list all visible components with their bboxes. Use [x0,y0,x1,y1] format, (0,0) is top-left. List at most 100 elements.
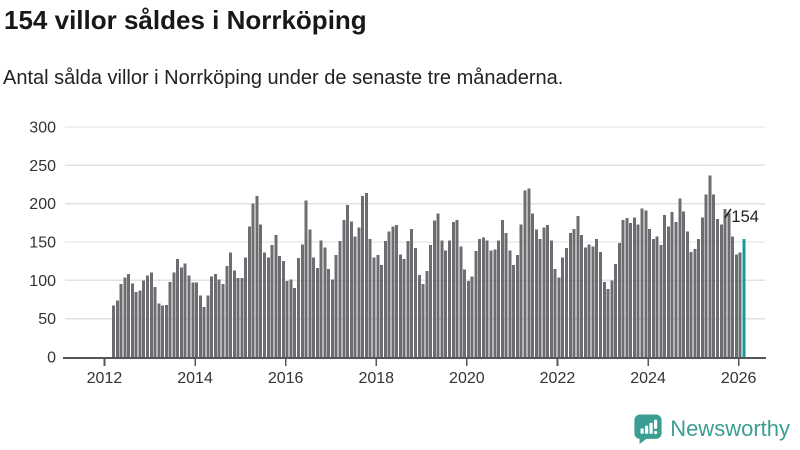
bar [157,303,161,357]
bar [127,274,131,357]
bar [134,291,138,357]
bar [723,209,727,357]
bar [670,212,674,357]
bar [629,222,633,357]
bar [700,217,704,357]
annotation-leader-line [724,208,732,219]
bar [232,270,236,357]
bar [598,251,602,357]
bar [685,231,689,357]
bar [402,258,406,357]
bar [236,278,240,357]
bar [210,276,214,357]
bar [270,245,274,357]
bar [221,284,225,357]
bar [731,236,735,357]
bar [682,211,686,357]
bar [251,203,255,357]
bar [734,254,738,357]
y-axis-tick-label: 100 [29,273,56,290]
bar [659,245,663,357]
bar [738,252,742,357]
x-axis-tick-label: 2014 [177,370,213,387]
bar [414,248,417,357]
bar [546,225,550,357]
bar [383,241,387,357]
bar [625,218,629,357]
bar [123,277,127,357]
bar [712,194,716,357]
bar [187,275,191,357]
bar [708,175,712,357]
bar [206,295,210,357]
bar [508,250,512,357]
bar [338,241,342,357]
bar-chart: 0 50 100 150 200 250 300 2012 2014 2016 2018 2020 20… [29,120,766,387]
bar [357,227,361,357]
x-axis-tick-label: 2012 [87,370,123,387]
bar [368,238,372,357]
bar [617,242,621,357]
bar [632,217,636,357]
bar [455,219,459,357]
bar [323,247,327,357]
bar [191,282,195,357]
y-axis-tick-label: 250 [29,158,56,175]
bar [364,192,368,357]
bar [274,235,278,357]
bar [229,252,233,357]
bar [281,261,285,357]
bar [610,280,614,357]
bar [697,238,701,357]
bar [278,255,282,357]
bar [315,268,319,357]
bar [421,284,425,357]
bar [225,265,229,357]
x-axis-tick-label: 2018 [358,370,394,387]
bar [553,268,557,357]
y-axis-tick-label: 50 [38,311,56,328]
bar [614,264,618,357]
bar [425,271,429,357]
bar [266,257,270,357]
bar [583,247,587,357]
y-axis-tick-label: 300 [29,120,56,137]
bar [142,280,146,357]
bar [640,208,644,357]
bar [255,196,259,357]
bar [719,224,723,357]
bar [334,255,338,357]
bar [296,258,300,357]
bar [112,305,115,357]
bar [398,254,402,357]
bar [330,279,334,357]
bar [417,274,421,357]
bar [376,255,380,357]
bar [621,219,625,357]
bar [523,190,527,357]
bar [474,251,478,357]
bar [519,224,523,357]
chart-subtitle: Antal sålda villor i Norrköping under de… [3,67,564,89]
bar [308,229,312,357]
bar [312,257,316,357]
bar [198,295,202,357]
bar [429,245,433,357]
bar [145,275,149,357]
bar [561,257,565,357]
bar [444,250,448,357]
y-axis-tick-label: 150 [29,235,56,252]
bar [534,229,538,357]
bar [466,281,470,357]
x-axis-tick-label: 2024 [630,370,666,387]
bar [285,281,289,357]
bar [463,269,467,357]
bar [149,272,153,357]
newsworthy-logo-icon [634,414,662,444]
bar [172,272,176,357]
bar [319,240,323,357]
bar [451,222,455,357]
bar [678,198,682,357]
bar [504,232,508,357]
